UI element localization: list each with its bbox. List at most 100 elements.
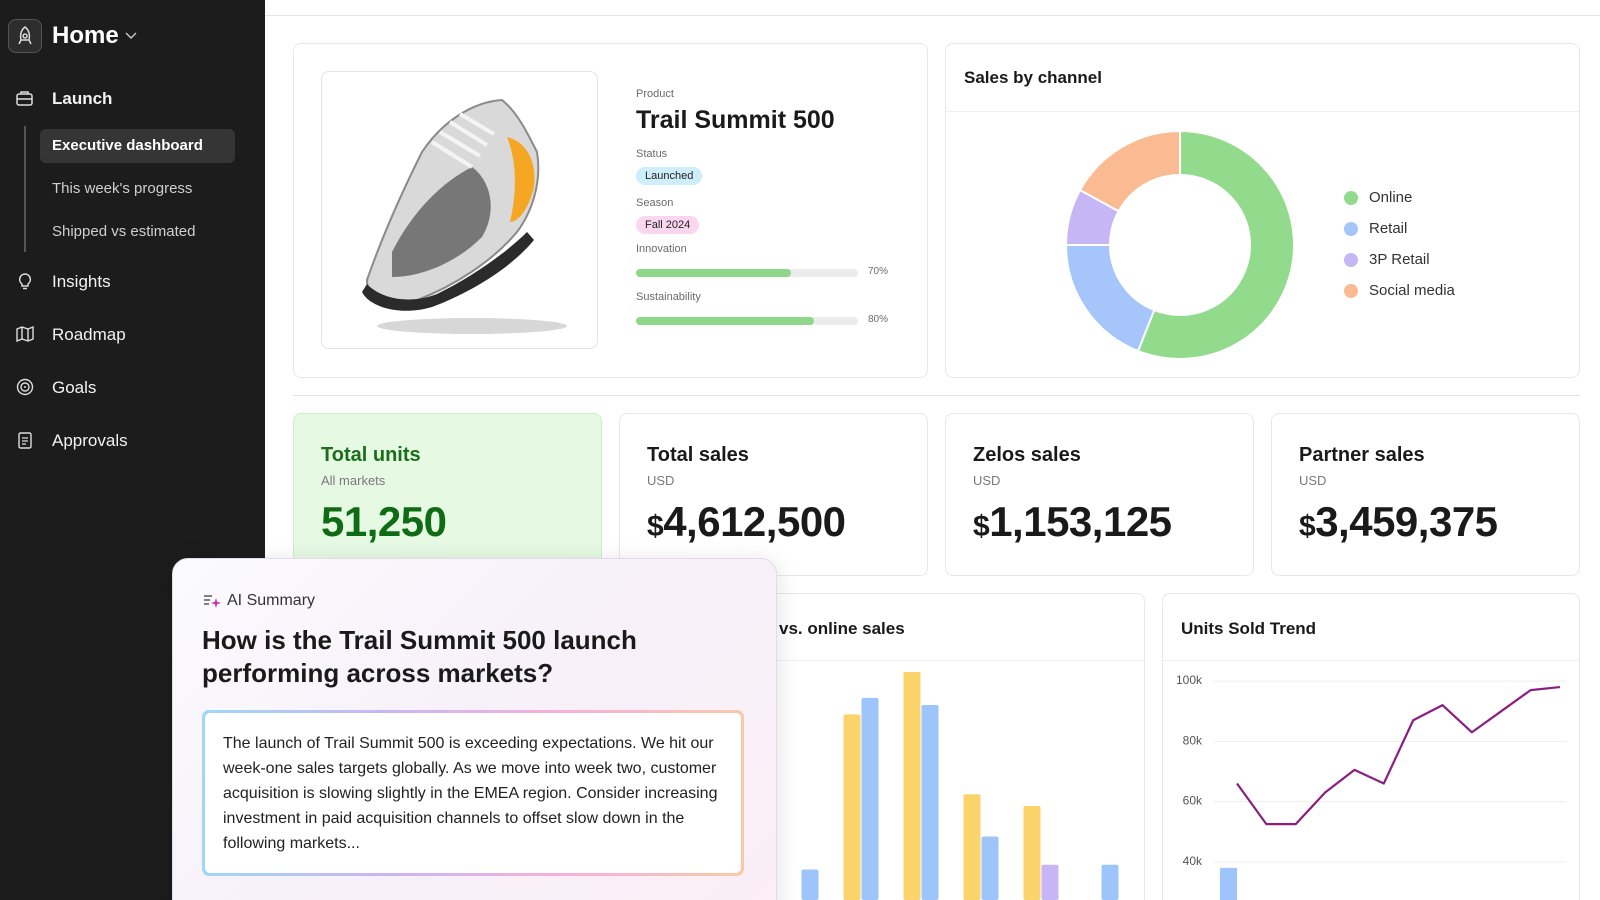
kpi-value: 51,250 <box>321 498 447 546</box>
y-tick-label: 80k <box>1183 733 1203 747</box>
bar <box>903 672 921 900</box>
legend-label: 3P Retail <box>1369 251 1430 268</box>
insights-icon <box>18 273 32 290</box>
ai-answer-frame: The launch of Trail Summit 500 is exceed… <box>202 710 744 876</box>
kpi-card <box>945 413 1254 576</box>
donut-slice <box>1136 129 1295 360</box>
y-tick-label: 100k <box>1176 673 1203 687</box>
card-divider <box>613 660 1144 661</box>
chevron <box>125 32 137 39</box>
approvals-icon <box>18 432 32 449</box>
kpi-number: 1,153,125 <box>989 498 1172 545</box>
bar <box>1041 864 1059 900</box>
goals-icon <box>16 378 34 396</box>
field-label: Innovation <box>636 243 687 255</box>
field-label: Sustainability <box>636 291 701 303</box>
kpi-title: Partner sales <box>1299 444 1425 466</box>
nav-item[interactable]: Insights <box>52 272 111 291</box>
legend-swatch <box>1344 222 1358 236</box>
legend-label: Retail <box>1369 220 1407 237</box>
bar <box>921 704 939 900</box>
kpi-subtitle: USD <box>1299 473 1327 488</box>
field-label: Status <box>636 148 668 160</box>
nav-subitem[interactable]: This week's progress <box>52 180 193 197</box>
nav-tree-line <box>24 126 26 252</box>
nav-item[interactable]: Roadmap <box>52 325 126 344</box>
kpi-subtitle: USD <box>647 473 675 488</box>
line-chart: 100k 80k 60k 40k <box>1176 673 1566 900</box>
kpi-prefix: $ <box>1299 510 1316 543</box>
nav-subitem[interactable]: Shipped vs estimated <box>52 223 196 240</box>
logo-icon <box>18 26 32 45</box>
ai-icon <box>204 595 221 608</box>
workspace-name[interactable]: Home <box>52 22 119 49</box>
kpi-title: Total sales <box>647 444 749 466</box>
kpi-title: Total units <box>321 444 421 466</box>
bar <box>1101 864 1119 900</box>
kpi-card <box>1271 413 1580 576</box>
ai-answer: The launch of Trail Summit 500 is exceed… <box>205 713 741 873</box>
bar <box>1220 867 1237 900</box>
product-name: Trail Summit 500 <box>636 106 835 134</box>
kpi-value: $4,612,500 <box>647 498 846 546</box>
progress-fill <box>636 317 814 325</box>
legend-swatch <box>1344 191 1358 205</box>
card-divider <box>946 111 1579 112</box>
shoe-illustration <box>362 98 567 334</box>
bar <box>801 869 819 900</box>
ai-question: How is the Trail Summit 500 launch perfo… <box>202 625 637 688</box>
kpi-number: 51,250 <box>321 498 447 545</box>
kpi-title: Zelos sales <box>973 444 1081 466</box>
kpi-subtitle: USD <box>973 473 1001 488</box>
progress-fill <box>636 269 792 277</box>
nav-item[interactable]: Launch <box>52 89 113 108</box>
field-label: Season <box>636 197 674 209</box>
top-divider <box>265 15 1600 16</box>
kpi-value: $1,153,125 <box>973 498 1172 546</box>
roadmap-icon <box>16 325 34 343</box>
ai-label: AI Summary <box>227 592 316 609</box>
kpi-card <box>293 413 602 576</box>
donut-chart: Online Retail 3P Retail Social media <box>1064 129 1456 360</box>
kpi-subtitle: All markets <box>321 473 386 488</box>
kpi-value: $3,459,375 <box>1299 498 1498 546</box>
bar <box>1023 806 1041 900</box>
bar-chart <box>801 672 1119 900</box>
kpi-prefix: $ <box>973 510 990 543</box>
workspace-logo[interactable] <box>8 19 42 53</box>
kpi-number: 4,612,500 <box>663 498 846 545</box>
season-pill: Fall 2024 <box>636 216 700 234</box>
nav-active-bg <box>40 129 235 163</box>
bar <box>963 794 981 900</box>
field-label: Product <box>636 88 674 100</box>
nav-subitem[interactable]: Executive dashboard <box>52 137 203 154</box>
product-image <box>321 71 598 349</box>
kpi-number: 3,459,375 <box>1315 498 1498 545</box>
bar <box>843 714 861 900</box>
legend-label: Online <box>1369 189 1412 206</box>
launch-icon <box>16 91 33 106</box>
y-tick-label: 40k <box>1183 854 1203 868</box>
legend-label: Social media <box>1369 282 1456 299</box>
bar <box>981 836 999 900</box>
sidebar: Home Launch Executive dashboard This wee… <box>0 0 265 900</box>
nav-item[interactable]: Goals <box>52 378 97 397</box>
y-tick-label: 60k <box>1183 794 1203 808</box>
card-title: Sales by channel <box>964 68 1102 87</box>
progress-label: 80% <box>868 314 889 325</box>
card-divider <box>1163 660 1579 661</box>
bar <box>861 697 879 900</box>
progress-label: 70% <box>868 266 889 277</box>
status-pill: Launched <box>636 167 703 185</box>
nav-item[interactable]: Approvals <box>52 431 128 450</box>
card-title: Units Sold Trend <box>1181 619 1317 638</box>
trend-line <box>1236 685 1561 826</box>
line-card <box>1162 593 1580 900</box>
legend-swatch <box>1344 253 1358 267</box>
donut-slice <box>1064 244 1156 353</box>
donut-slice <box>1078 129 1181 213</box>
section-divider <box>293 395 1580 396</box>
kpi-prefix: $ <box>647 510 664 543</box>
legend-swatch <box>1344 284 1358 298</box>
